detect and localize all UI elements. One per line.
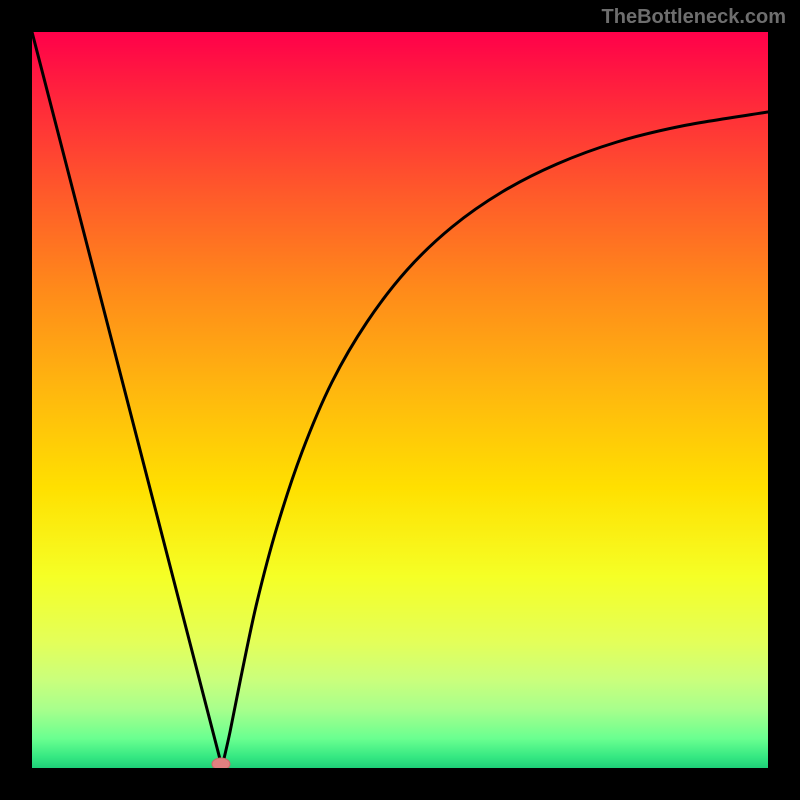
chart-background bbox=[32, 32, 768, 768]
chart-frame bbox=[32, 32, 768, 768]
watermark-text: TheBottleneck.com bbox=[602, 6, 786, 29]
chart-svg bbox=[32, 32, 768, 768]
optimal-point-marker bbox=[212, 758, 230, 768]
